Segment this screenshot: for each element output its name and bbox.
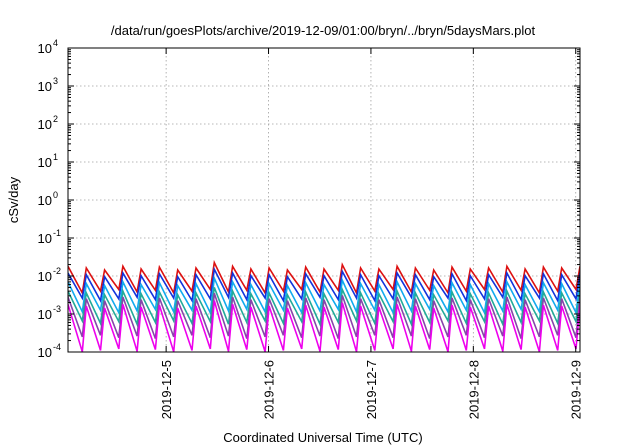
series-line bbox=[68, 286, 580, 328]
y-tick-exponent: 3 bbox=[53, 76, 58, 86]
x-axis: 2019-12-5 2019-12-6 2019-12-7 2019-12-8 2019… bbox=[159, 48, 584, 419]
y-tick-label: 10 bbox=[38, 193, 52, 208]
x-tick-label: 2019-12-5 bbox=[159, 360, 174, 419]
chart-title: /data/run/goesPlots/archive/2019-12-09/0… bbox=[111, 23, 536, 38]
series-layer bbox=[68, 259, 580, 352]
y-tick-label: 10 bbox=[38, 41, 52, 56]
series-line bbox=[68, 275, 580, 316]
x-axis-label: Coordinated Universal Time (UTC) bbox=[223, 430, 422, 445]
y-tick-exponent: -1 bbox=[53, 228, 61, 238]
series-line bbox=[68, 300, 580, 352]
series-line bbox=[68, 293, 580, 339]
y-tick-label: 10 bbox=[38, 117, 52, 132]
y-tick-exponent: -3 bbox=[53, 304, 61, 314]
x-tick-label: 2019-12-9 bbox=[569, 360, 584, 419]
series-line bbox=[68, 259, 580, 296]
y-tick-label: 10 bbox=[38, 345, 52, 360]
y-tick-exponent: -2 bbox=[53, 266, 61, 276]
y-tick-exponent: 0 bbox=[53, 190, 58, 200]
x-tick-label: 2019-12-6 bbox=[262, 360, 277, 419]
y-tick-label: 10 bbox=[38, 231, 52, 246]
y-tick-exponent: 4 bbox=[53, 38, 58, 48]
series-line bbox=[68, 266, 580, 304]
y-tick-exponent: 1 bbox=[53, 152, 58, 162]
y-tick-label: 10 bbox=[38, 307, 52, 322]
x-tick-label: 2019-12-7 bbox=[364, 360, 379, 419]
x-tick-label: 2019-12-8 bbox=[466, 360, 481, 419]
y-tick-exponent: 2 bbox=[53, 114, 58, 124]
y-tick-label: 10 bbox=[38, 269, 52, 284]
y-tick-label: 10 bbox=[38, 155, 52, 170]
y-axis-label: cSv/day bbox=[6, 176, 21, 223]
y-tick-exponent: -4 bbox=[53, 342, 61, 352]
y-tick-label: 10 bbox=[38, 79, 52, 94]
